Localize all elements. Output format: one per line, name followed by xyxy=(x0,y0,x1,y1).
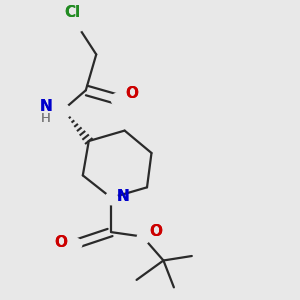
Text: Cl: Cl xyxy=(64,5,80,20)
Text: O: O xyxy=(54,235,67,250)
Text: N: N xyxy=(39,99,52,114)
Text: O: O xyxy=(149,224,162,239)
Text: H: H xyxy=(40,112,50,124)
Text: H: H xyxy=(40,112,50,124)
Text: O: O xyxy=(149,224,162,239)
Text: Cl: Cl xyxy=(64,5,80,20)
Text: O: O xyxy=(125,86,139,101)
Text: O: O xyxy=(125,86,139,101)
Text: O: O xyxy=(54,235,67,250)
Text: N: N xyxy=(117,189,129,204)
Text: N: N xyxy=(39,99,52,114)
Text: N: N xyxy=(117,189,129,204)
